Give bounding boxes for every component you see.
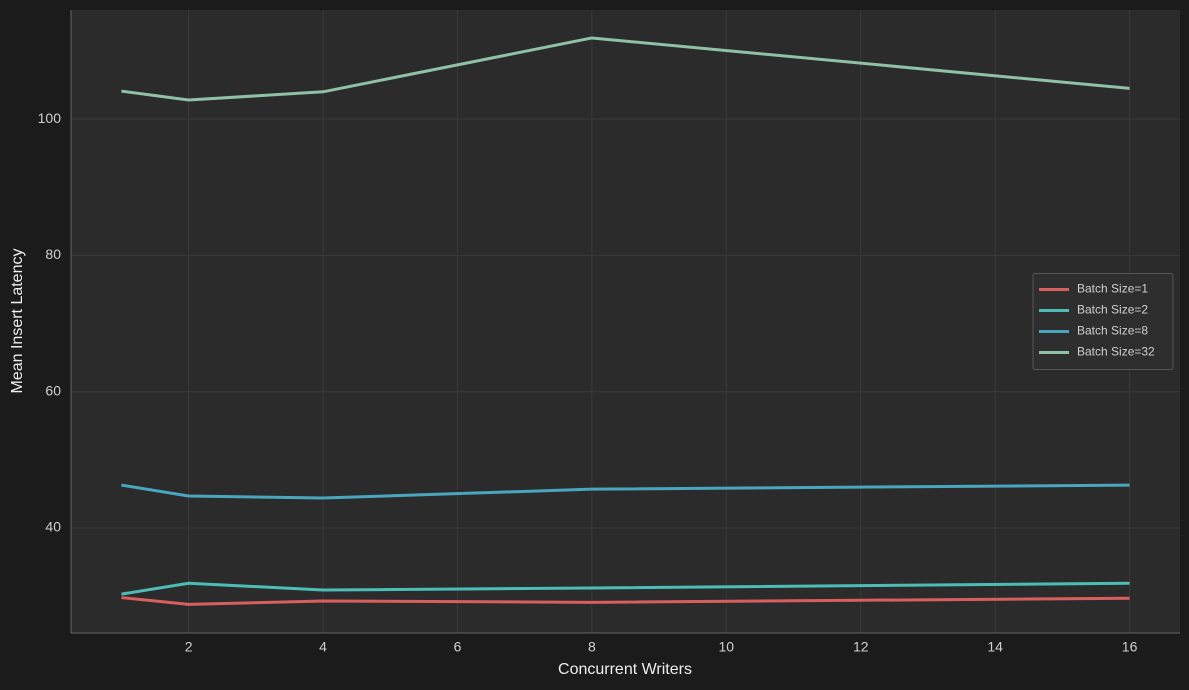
x-tick-label: 2 [185, 639, 193, 655]
series-line [121, 483, 1130, 500]
x-tick-label: 16 [1122, 639, 1138, 655]
x-tick-label: 12 [853, 639, 869, 655]
x-tick-label: 10 [719, 639, 735, 655]
x-axis-label: Concurrent Writers [558, 661, 692, 678]
legend-label: Batch Size=2 [1077, 303, 1148, 317]
x-tick-label: 4 [319, 639, 327, 655]
y-tick-label: 40 [45, 519, 61, 535]
x-tick-label: 14 [987, 639, 1003, 655]
legend-label: Batch Size=8 [1077, 324, 1148, 338]
x-tick-label: 8 [588, 639, 596, 655]
legend-label: Batch Size=32 [1077, 345, 1155, 359]
legend-label: Batch Size=1 [1077, 282, 1148, 296]
y-axis-label: Mean Insert Latency [9, 249, 26, 394]
legend-box [1032, 273, 1174, 370]
y-tick-label: 100 [38, 110, 62, 126]
x-tick-label: 6 [454, 639, 462, 655]
series-line [121, 36, 1130, 102]
y-tick-label: 60 [45, 382, 61, 398]
plot-area [71, 10, 1180, 633]
series-line [121, 596, 1130, 606]
series-line [121, 581, 1130, 596]
y-tick-label: 80 [45, 246, 61, 262]
